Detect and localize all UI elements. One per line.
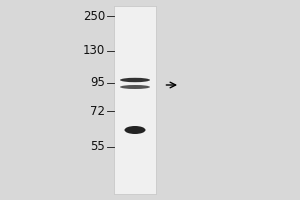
Text: 130: 130 [83, 45, 105, 58]
Ellipse shape [120, 85, 150, 89]
Text: 95: 95 [90, 76, 105, 90]
Text: 55: 55 [90, 140, 105, 154]
Text: 250: 250 [83, 9, 105, 22]
Ellipse shape [120, 78, 150, 82]
Text: 72: 72 [90, 105, 105, 118]
Ellipse shape [124, 126, 146, 134]
FancyBboxPatch shape [114, 6, 156, 194]
